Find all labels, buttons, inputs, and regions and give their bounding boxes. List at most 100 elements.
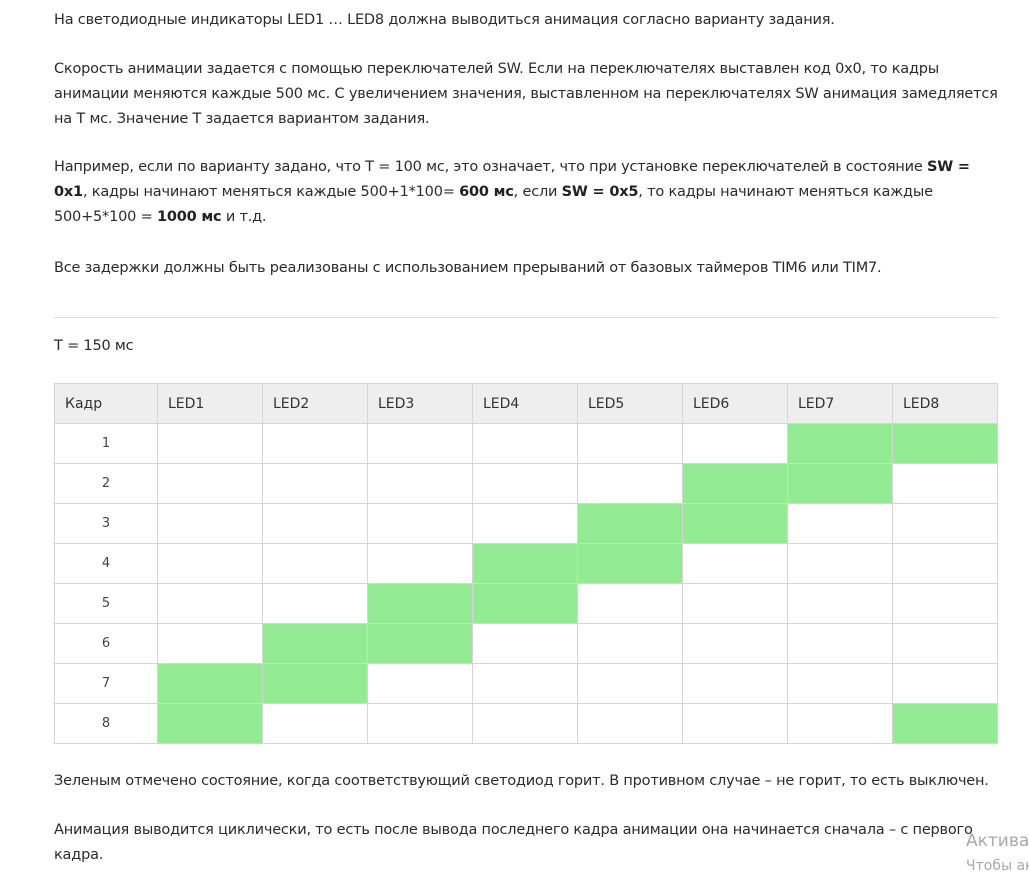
led1-cell-on (157, 703, 263, 744)
led6-cell-off (682, 543, 788, 584)
example-text-3: , если (513, 184, 562, 200)
header-led1: LED1 (157, 383, 263, 424)
led2-cell-off (262, 423, 368, 464)
header-frame: Кадр (54, 383, 158, 424)
example-bold-1000: 1000 мс (156, 209, 222, 225)
activation-watermark-text: Чтобы ак (966, 858, 1029, 874)
section-divider (54, 317, 998, 318)
table-row: 5 (54, 583, 998, 624)
led6-cell-off (682, 623, 788, 664)
led1-cell-on (157, 663, 263, 704)
led6-cell-on (682, 503, 788, 544)
led5-cell-on (577, 543, 683, 584)
led2-cell-off (262, 703, 368, 744)
speed-paragraph: Скорость анимации задается с помощью пер… (54, 61, 998, 127)
example-text-1: Например, если по варианту задано, что T… (54, 159, 928, 175)
header-led5: LED5 (577, 383, 683, 424)
animation-table: Кадр LED1 LED2 LED3 LED4 LED5 LED6 LED7 … (54, 383, 998, 744)
header-led8: LED8 (892, 383, 998, 424)
t-value: T = 150 мс (54, 338, 134, 354)
led7-cell-off (787, 503, 893, 544)
led5-cell-off (577, 703, 683, 744)
led4-cell-on (472, 543, 578, 584)
led3-cell-on (367, 583, 473, 624)
intro-paragraph: На светодиодные индикаторы LED1 … LED8 д… (54, 12, 835, 28)
led8-cell-on (892, 423, 998, 464)
led6-cell-off (682, 583, 788, 624)
led8-cell-off (892, 623, 998, 664)
frame-number: 3 (54, 503, 158, 544)
example-bold-sw5: SW = 0x5 (561, 184, 639, 200)
led4-cell-off (472, 423, 578, 464)
frame-number: 6 (54, 623, 158, 664)
header-led4: LED4 (472, 383, 578, 424)
led5-cell-off (577, 663, 683, 704)
led7-cell-off (787, 583, 893, 624)
led8-cell-on (892, 703, 998, 744)
led2-cell-off (262, 463, 368, 504)
example-paragraph: Например, если по варианту задано, что T… (54, 155, 998, 230)
header-led7: LED7 (787, 383, 893, 424)
led7-cell-off (787, 543, 893, 584)
table-row: 4 (54, 543, 998, 584)
led5-cell-off (577, 583, 683, 624)
led4-cell-off (472, 463, 578, 504)
led8-cell-off (892, 463, 998, 504)
table-row: 6 (54, 623, 998, 664)
led7-cell-off (787, 703, 893, 744)
led6-cell-off (682, 663, 788, 704)
led3-cell-off (367, 703, 473, 744)
led4-cell-on (472, 583, 578, 624)
led8-cell-off (892, 583, 998, 624)
example-text-5: и т.д. (221, 209, 267, 225)
led3-cell-off (367, 543, 473, 584)
frame-number: 1 (54, 423, 158, 464)
frame-number: 8 (54, 703, 158, 744)
led1-cell-off (157, 623, 263, 664)
led1-cell-off (157, 503, 263, 544)
frame-number: 5 (54, 583, 158, 624)
led6-cell-off (682, 423, 788, 464)
led8-cell-off (892, 503, 998, 544)
led4-cell-off (472, 623, 578, 664)
header-led6: LED6 (682, 383, 788, 424)
table-row: 3 (54, 503, 998, 544)
example-bold-600: 600 мс (459, 184, 514, 200)
led2-cell-on (262, 663, 368, 704)
legend-paragraph: Зеленым отмечено состояние, когда соотве… (54, 773, 989, 789)
led3-cell-on (367, 623, 473, 664)
frame-number: 2 (54, 463, 158, 504)
table-row: 8 (54, 703, 998, 744)
led1-cell-off (157, 583, 263, 624)
led5-cell-off (577, 623, 683, 664)
led4-cell-off (472, 503, 578, 544)
led3-cell-off (367, 423, 473, 464)
example-text-2: , кадры начинают меняться каждые 500+1*1… (82, 184, 460, 200)
led2-cell-off (262, 583, 368, 624)
activation-watermark-title: Актива (966, 831, 1029, 851)
led1-cell-off (157, 543, 263, 584)
timers-paragraph: Все задержки должны быть реализованы с и… (54, 260, 882, 276)
header-led2: LED2 (262, 383, 368, 424)
led1-cell-off (157, 463, 263, 504)
led7-cell-on (787, 463, 893, 504)
led3-cell-off (367, 663, 473, 704)
led5-cell-off (577, 463, 683, 504)
table-row: 2 (54, 463, 998, 504)
led8-cell-off (892, 543, 998, 584)
led5-cell-on (577, 503, 683, 544)
led3-cell-off (367, 503, 473, 544)
table-header-row: Кадр LED1 LED2 LED3 LED4 LED5 LED6 LED7 … (54, 383, 998, 424)
led7-cell-off (787, 623, 893, 664)
table-row: 7 (54, 663, 998, 704)
led2-cell-off (262, 543, 368, 584)
led6-cell-off (682, 703, 788, 744)
led7-cell-on (787, 423, 893, 464)
led7-cell-off (787, 663, 893, 704)
led3-cell-off (367, 463, 473, 504)
led4-cell-off (472, 703, 578, 744)
led6-cell-on (682, 463, 788, 504)
header-led3: LED3 (367, 383, 473, 424)
led2-cell-off (262, 503, 368, 544)
